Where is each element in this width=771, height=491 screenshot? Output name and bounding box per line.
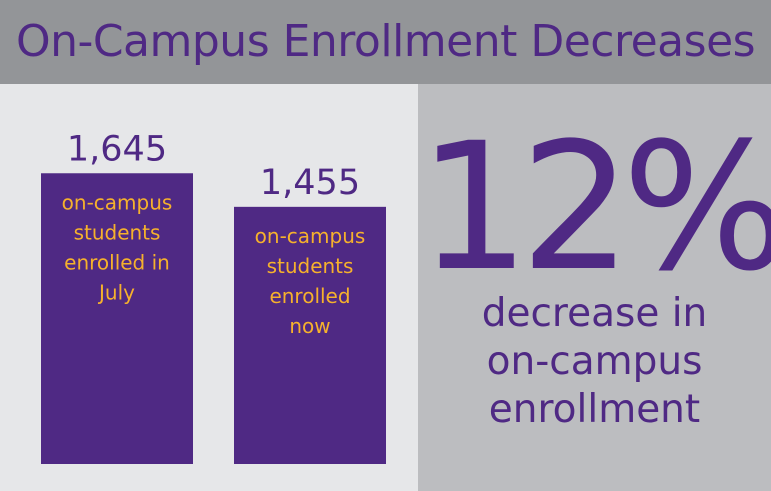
stat-panel xyxy=(418,84,771,491)
caption-line: on-campus xyxy=(486,339,703,384)
bar-category-label: students xyxy=(267,254,354,278)
bar-category-label: enrolled xyxy=(269,284,350,308)
enrollment-bar-chart: 1,645 on-campus students enrolled in July 1,4… xyxy=(41,129,386,465)
page-title: On-Campus Enrollment Decreases xyxy=(15,16,756,67)
title-banner: On-Campus Enrollment Decreases xyxy=(0,0,771,84)
bar-category-label: on-campus xyxy=(255,224,366,248)
percent-decrease-value: 12% xyxy=(418,105,771,310)
caption-line: enrollment xyxy=(488,387,701,432)
bar-category-label: enrolled in xyxy=(64,250,170,274)
bar-1 xyxy=(41,173,193,465)
percent-decrease-caption: decrease in on-campus enrollment xyxy=(418,290,771,434)
bar-category-label: July xyxy=(97,280,135,304)
bar-category-label: now xyxy=(289,314,330,338)
bar-value-label: 1,455 xyxy=(260,163,360,203)
bar-2 xyxy=(234,206,386,464)
bar-category-label: on-campus xyxy=(62,190,173,214)
bar-category-label: students xyxy=(74,220,161,244)
caption-line: decrease in xyxy=(481,291,708,336)
bar-value-label: 1,645 xyxy=(67,129,167,169)
